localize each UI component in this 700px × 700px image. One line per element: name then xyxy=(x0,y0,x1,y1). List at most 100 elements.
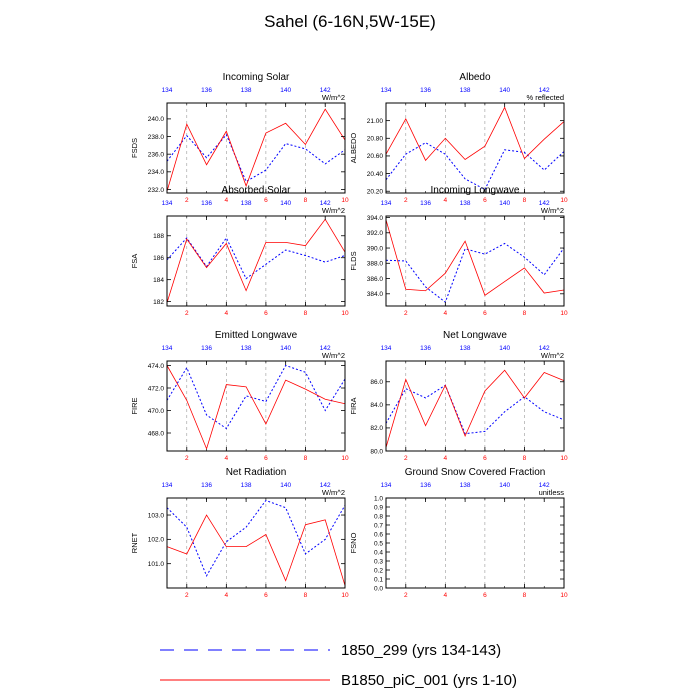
top-tick-label: 134 xyxy=(162,482,173,489)
bottom-tick-label: 10 xyxy=(341,310,349,317)
y-tick-label: 390.0 xyxy=(367,245,384,252)
panels: Incoming Solar W/m^2 134 136 138 140 142 2 4 6 8 10… xyxy=(130,72,568,599)
units-label: W/m^2 xyxy=(322,488,345,497)
series-line-1 xyxy=(166,499,346,577)
top-tick-label: 136 xyxy=(420,482,431,489)
units-label: W/m^2 xyxy=(322,206,345,215)
bottom-tick-label: 4 xyxy=(444,197,448,204)
series-line-2 xyxy=(166,218,346,303)
bottom-tick-label: 6 xyxy=(264,310,268,317)
y-tick-label: 1.0 xyxy=(374,495,383,502)
top-tick-label: 140 xyxy=(280,87,291,94)
series-line-1 xyxy=(166,133,346,183)
bottom-tick-label: 2 xyxy=(404,310,408,317)
y-tick-label: 0.8 xyxy=(374,513,383,520)
top-tick-label: 134 xyxy=(162,345,173,352)
y-tick-label: 388.0 xyxy=(367,261,384,268)
y-tick-label: 186 xyxy=(153,255,164,262)
bottom-tick-label: 8 xyxy=(523,592,527,599)
y-tick-label: 470.0 xyxy=(148,408,165,415)
y-axis-label: FIRA xyxy=(349,397,358,414)
bottom-tick-label: 4 xyxy=(225,310,229,317)
bottom-tick-label: 10 xyxy=(560,197,568,204)
y-tick-label: 0.3 xyxy=(374,558,383,565)
plot-frame xyxy=(166,102,346,194)
bottom-tick-label: 2 xyxy=(404,197,408,204)
plot-frame xyxy=(166,360,346,452)
legend: 1850_299 (yrs 134-143) B1850_piC_001 (yrs… xyxy=(160,642,517,689)
bottom-tick-label: 4 xyxy=(225,197,229,204)
bottom-tick-label: 10 xyxy=(341,197,349,204)
top-tick-label: 134 xyxy=(162,200,173,207)
series-line-2 xyxy=(166,108,346,192)
top-tick-label: 142 xyxy=(539,87,550,94)
bottom-tick-label: 2 xyxy=(185,592,189,599)
top-tick-label: 134 xyxy=(381,482,392,489)
series-line-1 xyxy=(385,384,565,435)
top-tick-label: 138 xyxy=(460,200,471,207)
bottom-tick-label: 4 xyxy=(225,455,229,462)
units-label: W/m^2 xyxy=(322,93,345,102)
bottom-tick-label: 10 xyxy=(560,310,568,317)
y-tick-label: 0.1 xyxy=(374,576,383,583)
panel-title: Albedo xyxy=(459,72,491,83)
y-tick-label: 0.2 xyxy=(374,567,383,574)
top-tick-label: 136 xyxy=(420,87,431,94)
y-axis-label: ALBEDO xyxy=(349,133,358,164)
y-tick-label: 392.0 xyxy=(367,230,384,237)
top-tick-label: 138 xyxy=(460,345,471,352)
y-axis-label: FSA xyxy=(130,254,139,269)
top-tick-label: 140 xyxy=(499,345,510,352)
legend-label: B1850_piC_001 (yrs 1-10) xyxy=(341,672,517,689)
y-tick-label: 0.4 xyxy=(374,549,383,556)
units-label: W/m^2 xyxy=(541,206,564,215)
y-tick-label: 232.0 xyxy=(148,187,165,194)
y-tick-label: 188 xyxy=(153,233,164,240)
panel-fsno: Ground Snow Covered Fraction unitless 134 1… xyxy=(349,467,568,599)
y-tick-label: 468.0 xyxy=(148,430,165,437)
bottom-tick-label: 2 xyxy=(404,455,408,462)
y-tick-label: 84.0 xyxy=(370,402,383,409)
series-line-2 xyxy=(166,365,346,450)
y-tick-label: 86.0 xyxy=(370,379,383,386)
top-tick-label: 142 xyxy=(539,200,550,207)
top-tick-label: 140 xyxy=(499,200,510,207)
bottom-tick-label: 8 xyxy=(304,592,308,599)
panel-title: Net Radiation xyxy=(226,467,287,478)
y-tick-label: 20.20 xyxy=(367,189,384,196)
top-tick-label: 138 xyxy=(460,482,471,489)
bottom-tick-label: 6 xyxy=(264,592,268,599)
units-label: W/m^2 xyxy=(541,351,564,360)
units-label: W/m^2 xyxy=(322,351,345,360)
y-tick-label: 184 xyxy=(153,277,164,284)
legend-entry-2: B1850_piC_001 (yrs 1-10) xyxy=(160,672,517,689)
bottom-tick-label: 10 xyxy=(560,592,568,599)
bottom-tick-label: 8 xyxy=(523,310,527,317)
top-tick-label: 134 xyxy=(381,87,392,94)
bottom-tick-label: 6 xyxy=(483,592,487,599)
top-tick-label: 140 xyxy=(280,345,291,352)
top-tick-label: 134 xyxy=(381,200,392,207)
y-tick-label: 82.0 xyxy=(370,425,383,432)
y-tick-label: 182 xyxy=(153,299,164,306)
top-tick-label: 142 xyxy=(539,345,550,352)
top-tick-label: 140 xyxy=(499,87,510,94)
top-tick-label: 136 xyxy=(201,482,212,489)
top-tick-label: 136 xyxy=(420,200,431,207)
panel-fsa: Absorbed Solar W/m^2 134 136 138 140 142 2 4 6 8 10… xyxy=(130,185,349,317)
top-tick-label: 134 xyxy=(381,345,392,352)
panel-fsds: Incoming Solar W/m^2 134 136 138 140 142 2 4 6 8 10… xyxy=(130,72,349,204)
panel-fira: Net Longwave W/m^2 134 136 138 140 142 2 4 6 8 10 80… xyxy=(349,330,568,462)
bottom-tick-label: 8 xyxy=(523,197,527,204)
plot-frame xyxy=(166,497,346,589)
panel-title: Incoming Solar xyxy=(223,72,290,83)
series-line-2 xyxy=(385,369,565,448)
plot-frame xyxy=(385,497,565,589)
top-tick-label: 140 xyxy=(280,482,291,489)
bottom-tick-label: 4 xyxy=(444,310,448,317)
series-line-2 xyxy=(385,106,565,162)
y-tick-label: 21.00 xyxy=(367,118,384,125)
units-label: % reflected xyxy=(526,93,564,102)
bottom-tick-label: 6 xyxy=(483,197,487,204)
